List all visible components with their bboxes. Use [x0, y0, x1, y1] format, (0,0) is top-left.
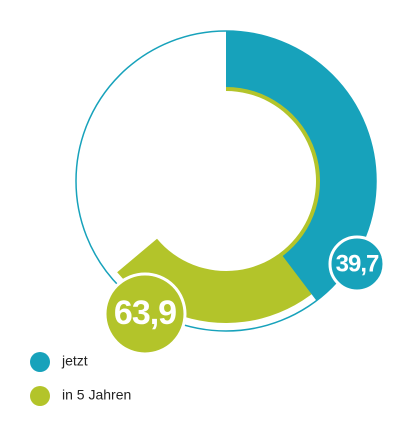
- value-label: 39,7: [336, 250, 379, 277]
- value-bubble: [328, 235, 386, 293]
- legend-swatch: [30, 386, 50, 406]
- legend-label: in 5 Jahren: [62, 387, 131, 403]
- legend-label: jetzt: [61, 353, 88, 369]
- arc: [226, 31, 377, 301]
- value-label: 63,9: [114, 294, 176, 332]
- legend-swatch: [30, 352, 50, 372]
- value-bubble: [103, 272, 187, 356]
